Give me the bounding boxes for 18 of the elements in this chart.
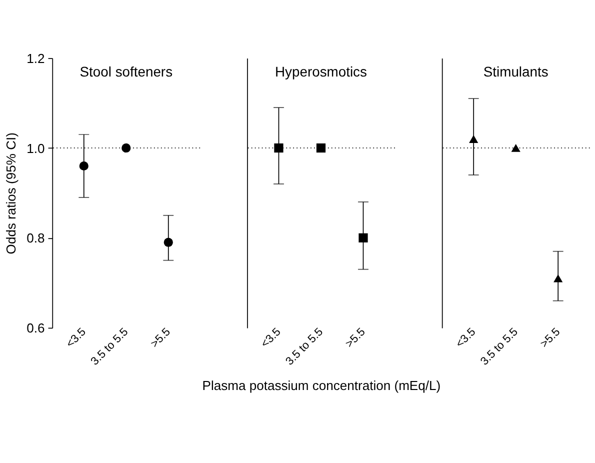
x-tick-label: 3.5 to 5.5 [88,326,131,368]
chart-title: Hyperosmotics [275,63,368,80]
y-tick-label: 0.8 [26,230,45,246]
chart-title: Stimulants [483,63,548,80]
chart-title: Stool softeners [80,63,173,80]
x-tick-label: <3.5 [259,326,284,350]
point [122,143,131,153]
y-tick-label: 1.0 [26,140,45,156]
point [79,161,88,171]
y-tick-label: 0.6 [26,320,45,336]
x-axis-title: Plasma potassium concentration (mEq/L) [202,378,441,394]
x-tick-label: 3.5 to 5.5 [284,326,326,368]
x-tick-label: 3.5 to 5.5 [478,326,520,368]
x-tick-label: <3.5 [64,326,88,350]
y-tick-label: 1.2 [26,50,45,66]
point [164,238,173,247]
x-tick-label: <3.5 [454,326,478,350]
y-axis-title: Odds ratios (95% CI) [3,132,18,254]
